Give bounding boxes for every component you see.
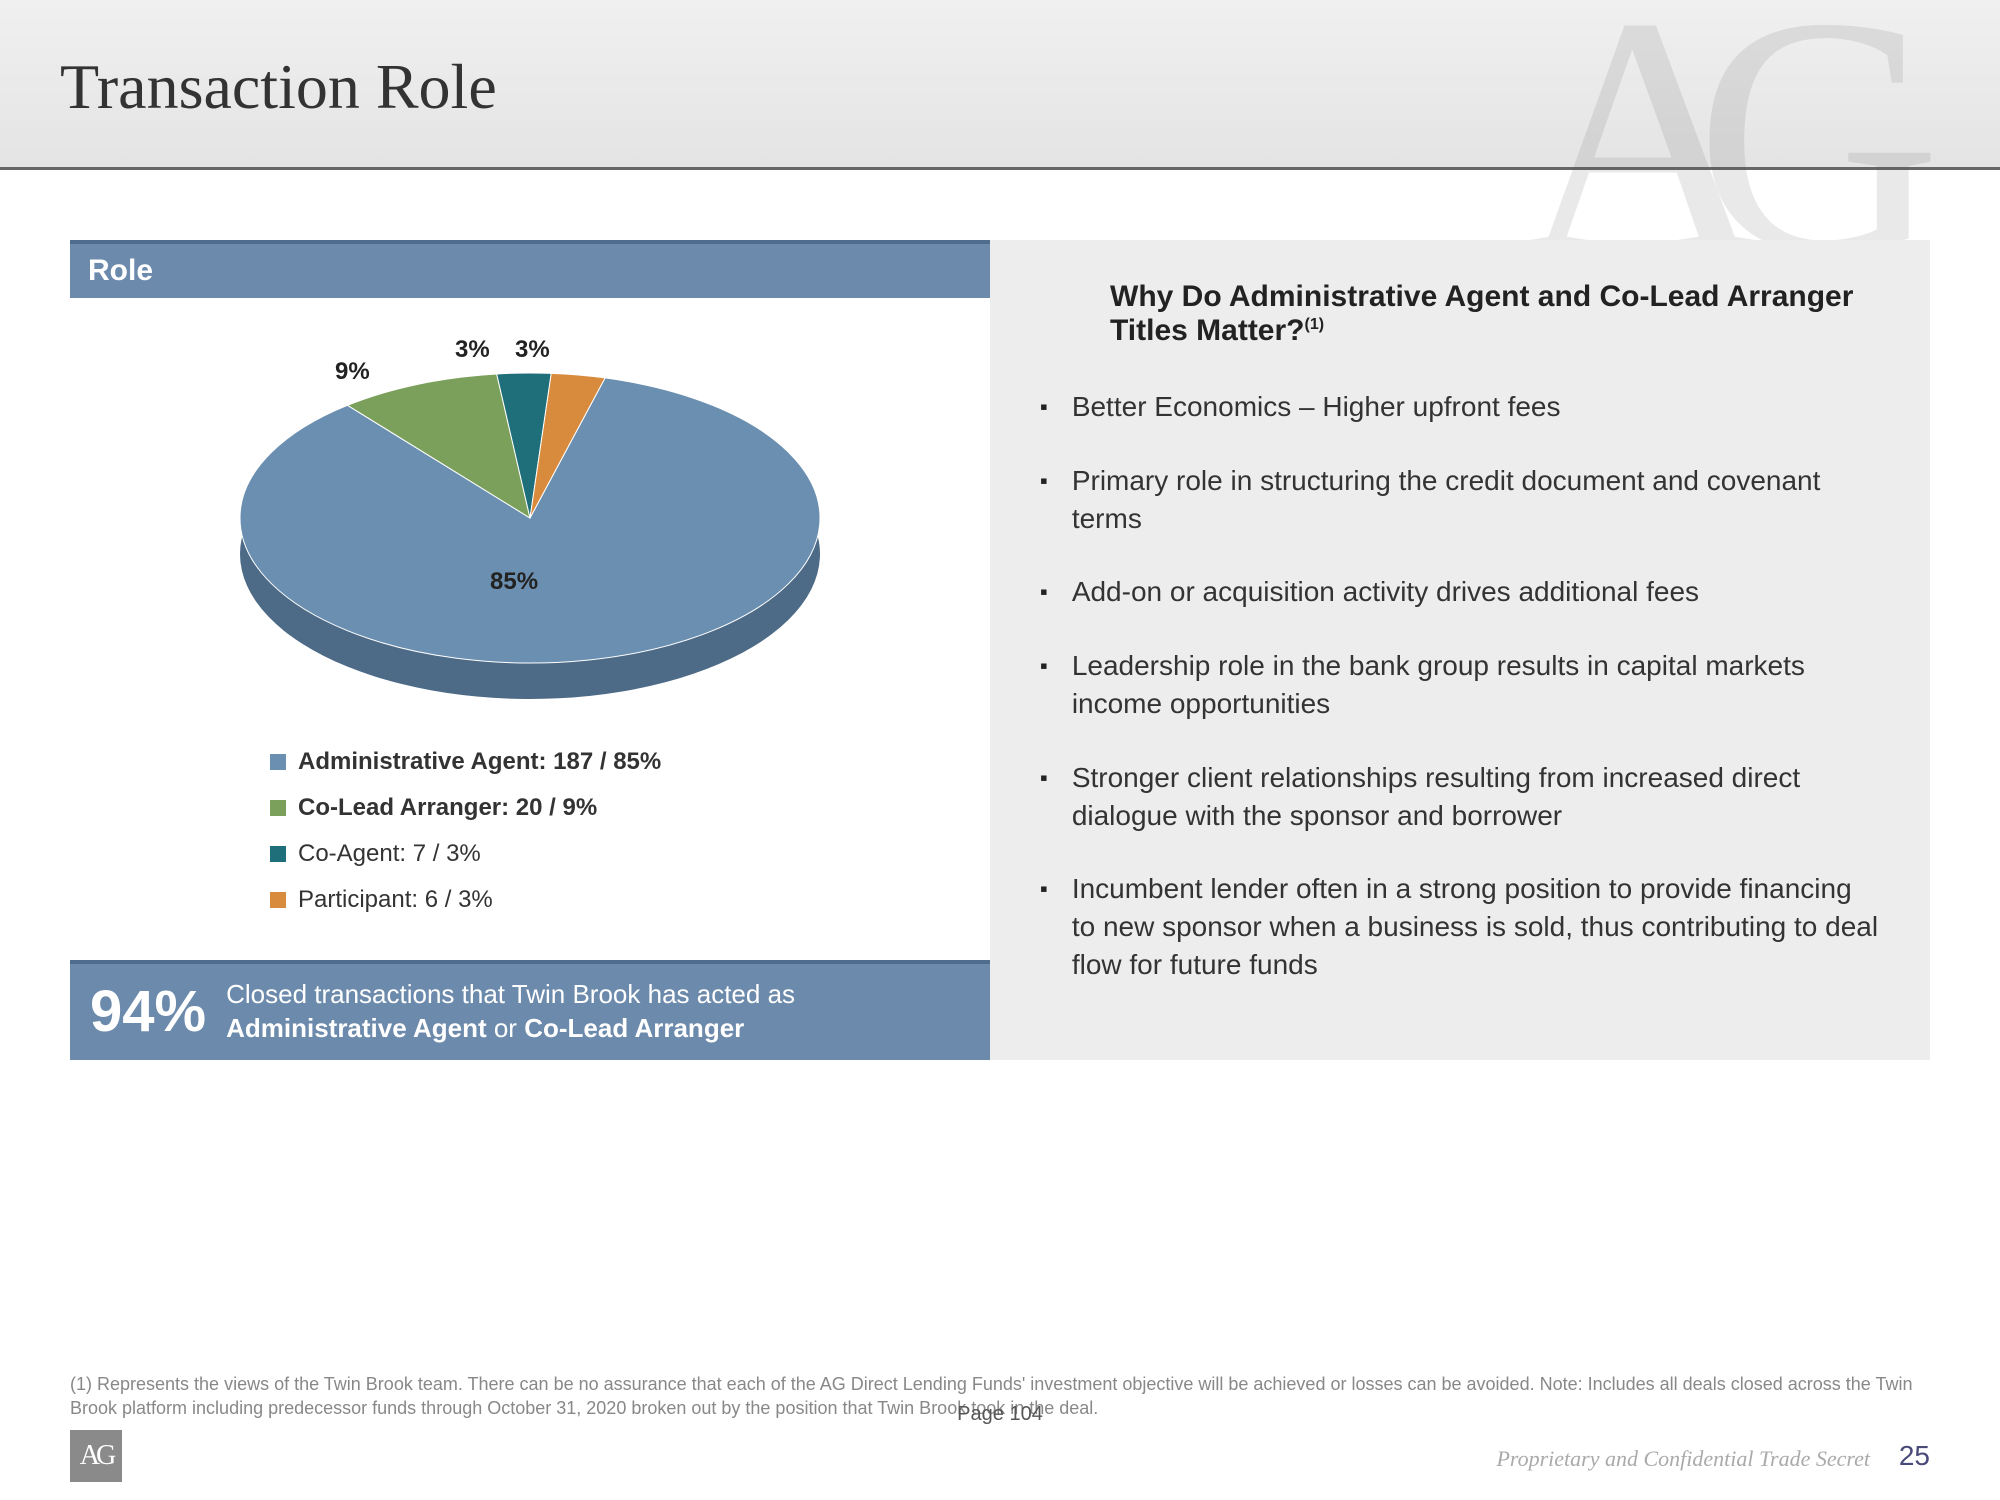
callout-line1: Closed transactions that Twin Brook has … [226, 979, 795, 1009]
footer-page: Page 104 [957, 1403, 1043, 1426]
chart-area: 85% 9% 3% 3% Administrative Agent: 187 / 85… [70, 298, 990, 960]
left-column: Role 85% 9% 3% 3% Administrative Agent: 187… [70, 240, 990, 1060]
legend-swatch [270, 892, 286, 908]
legend-swatch [270, 754, 286, 770]
right-title-sup: (1) [1305, 316, 1325, 333]
legend-swatch [270, 800, 286, 816]
bullet-text: Incumbent lender often in a strong posit… [1072, 870, 1880, 983]
legend-item: Administrative Agent: 187 / 85% [270, 748, 661, 776]
legend-item: Co-Agent: 7 / 3% [270, 840, 661, 868]
bullet-item: Better Economics – Higher upfront fees [1040, 388, 1880, 426]
slide-number: 25 [1899, 1440, 1930, 1472]
bullet-text: Stronger client relationships resulting … [1072, 759, 1880, 835]
legend-text: Co-Lead Arranger: 20 / 9% [298, 794, 597, 822]
bullet-list: Better Economics – Higher upfront fees Pr… [1040, 388, 1880, 984]
right-column: Why Do Administrative Agent and Co-Lead … [990, 240, 1930, 1060]
legend-item: Co-Lead Arranger: 20 / 9% [270, 794, 661, 822]
bullet-item: Add-on or acquisition activity drives ad… [1040, 573, 1880, 611]
role-panel-header: Role [70, 240, 990, 298]
pie-slice-label: 9% [335, 358, 370, 386]
callout-percent: 94% [90, 983, 206, 1041]
bullet-item: Primary role in structuring the credit d… [1040, 462, 1880, 538]
bullet-item: Leadership role in the bank group result… [1040, 647, 1880, 723]
legend-text: Administrative Agent: 187 / 85% [298, 748, 661, 776]
pie-slice-label: 3% [455, 336, 490, 364]
footer-logo: AG [70, 1430, 122, 1482]
pie-chart: 85% 9% 3% 3% [220, 328, 840, 708]
legend-text: Participant: 6 / 3% [298, 886, 493, 914]
chart-legend: Administrative Agent: 187 / 85% Co-Lead A… [90, 748, 661, 932]
bullet-item: Stronger client relationships resulting … [1040, 759, 1880, 835]
legend-text: Co-Agent: 7 / 3% [298, 840, 481, 868]
pie-slice-label: 85% [490, 568, 538, 596]
callout-or: or [487, 1013, 525, 1043]
content-row: Role 85% 9% 3% 3% Administrative Agent: 187… [70, 240, 1930, 1060]
header-band: AG Transaction Role [0, 0, 2000, 170]
bullet-text: Primary role in structuring the credit d… [1072, 462, 1880, 538]
bullet-text: Better Economics – Higher upfront fees [1072, 388, 1561, 426]
right-title: Why Do Administrative Agent and Co-Lead … [1040, 280, 1880, 348]
callout-text: Closed transactions that Twin Brook has … [226, 978, 795, 1046]
legend-swatch [270, 846, 286, 862]
right-title-text: Why Do Administrative Agent and Co-Lead … [1110, 280, 1853, 347]
callout-colead: Co-Lead Arranger [524, 1013, 744, 1043]
footer-confidential: Proprietary and Confidential Trade Secre… [1496, 1446, 1870, 1472]
summary-callout: 94% Closed transactions that Twin Brook … [70, 960, 990, 1060]
legend-item: Participant: 6 / 3% [270, 886, 661, 914]
pie-svg [220, 328, 840, 708]
callout-admin-agent: Administrative Agent [226, 1013, 487, 1043]
pie-slice-label: 3% [515, 336, 550, 364]
footer: AG Page 104 Proprietary and Confidential… [0, 1432, 2000, 1482]
bullet-text: Add-on or acquisition activity drives ad… [1072, 573, 1699, 611]
bullet-text: Leadership role in the bank group result… [1072, 647, 1880, 723]
slide-title: Transaction Role [60, 50, 1940, 124]
bullet-item: Incumbent lender often in a strong posit… [1040, 870, 1880, 983]
